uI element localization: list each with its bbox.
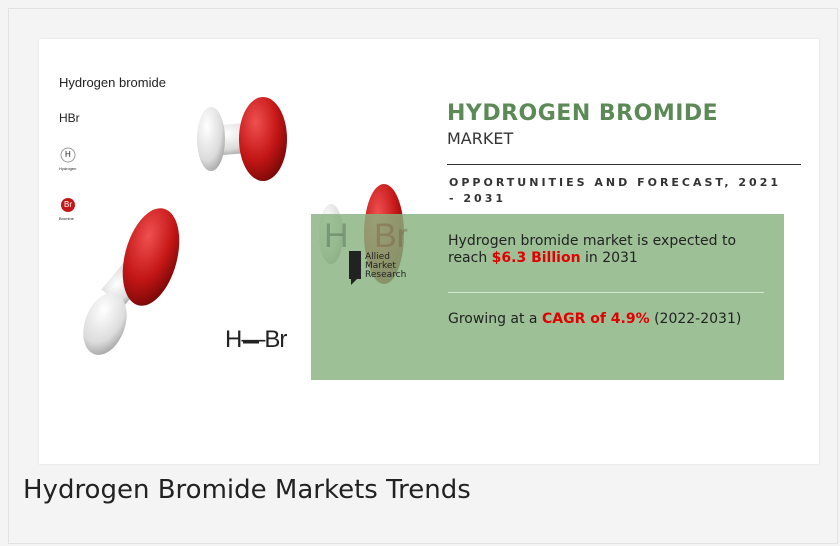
br-name: Bromine	[59, 216, 74, 221]
logo-word: Research	[365, 270, 407, 280]
text: Growing at a	[448, 311, 542, 327]
h-name: Hydrogen	[59, 166, 77, 171]
highlight: CAGR of 4.9%	[541, 311, 650, 327]
logo-word: Market	[365, 261, 396, 271]
text: Hydrogen bromide market is expected to r…	[448, 233, 737, 266]
faded-symbol: H	[324, 217, 349, 255]
stat-text: Hydrogen bromide market is expected to r…	[448, 233, 773, 267]
caption: Hydrogen Bromide Markets Trends	[23, 475, 471, 505]
text: (2022-2031)	[649, 311, 742, 327]
br-symbol: Br	[64, 200, 72, 209]
highlight: $6.3 Billion	[491, 250, 581, 266]
label-title: Hydrogen bromide	[59, 75, 166, 90]
label-formula: HBr	[59, 111, 80, 125]
highlight-panel	[311, 214, 784, 380]
h-symbol: H	[65, 150, 71, 159]
stat-text: Growing at a CAGR of 4.9% (2022-2031)	[448, 311, 773, 328]
logo: Allied Market Research	[349, 251, 419, 291]
title: HYDROGEN BROMIDE	[447, 101, 719, 126]
frame: Hydrogen bromide HBr H Hydrogen Br Bromi…	[8, 8, 838, 544]
heading: OPPORTUNITIES AND FORECAST, 2021 - 2031	[449, 176, 781, 205]
infographic-card: Hydrogen bromide HBr H Hydrogen Br Bromi…	[39, 39, 819, 464]
logo-word: Allied	[365, 252, 390, 262]
logo-mark	[349, 251, 361, 285]
faded-symbol: Br	[374, 217, 408, 255]
divider	[448, 292, 764, 293]
text: in 2031	[580, 250, 638, 266]
subtitle: MARKET	[447, 129, 514, 148]
rule	[447, 164, 801, 165]
bond-formula: H—Br	[225, 326, 287, 353]
